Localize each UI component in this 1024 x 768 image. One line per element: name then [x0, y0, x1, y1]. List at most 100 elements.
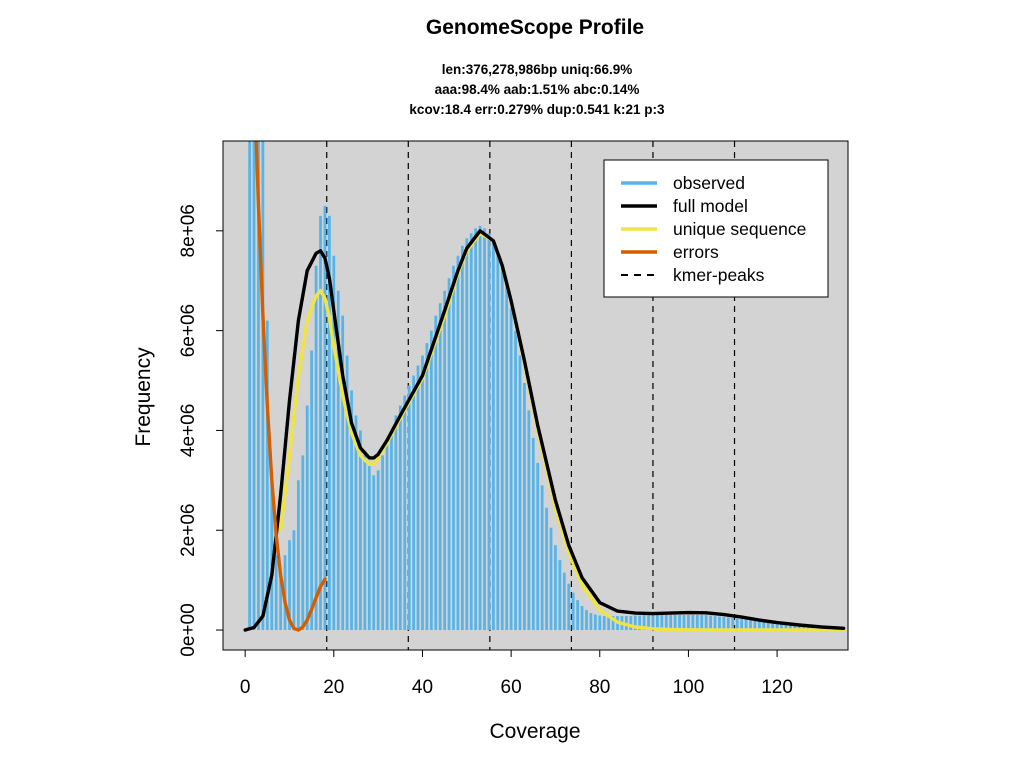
- observed-bar: [793, 625, 797, 631]
- observed-bar: [279, 575, 282, 631]
- model-lines: [243, 141, 846, 632]
- observed-bar: [642, 615, 646, 631]
- observed-bar: [443, 290, 447, 631]
- observed-bar: [514, 330, 517, 631]
- observed-bar: [611, 616, 615, 631]
- observed-bar: [545, 507, 548, 631]
- legend-label-kmer-peaks: kmer-peaks: [673, 265, 765, 285]
- observed-bar: [784, 624, 788, 631]
- observed-bar: [398, 405, 402, 631]
- observed-bar: [434, 315, 438, 631]
- observed-bar: [390, 435, 393, 631]
- observed-bar: [407, 385, 411, 631]
- observed-bar: [749, 620, 752, 631]
- y-tick-label: 8e+06: [178, 204, 199, 257]
- observed-bar: [718, 616, 721, 631]
- observed-bar: [518, 355, 522, 631]
- observed-bars: [248, 141, 845, 631]
- observed-bar: [682, 615, 686, 631]
- observed-bar: [367, 465, 371, 631]
- x-tick-label: 60: [501, 677, 522, 698]
- observed-bar: [540, 485, 544, 631]
- errors-line: [254, 141, 327, 632]
- observed-bar: [345, 355, 349, 631]
- observed-bar: [403, 395, 407, 631]
- legend: observed full model unique sequence errors k…: [603, 159, 829, 298]
- observed-bar: [607, 616, 611, 631]
- observed-bar: [567, 583, 571, 631]
- observed-bar: [421, 355, 424, 631]
- observed-bar: [429, 330, 433, 631]
- observed-bar: [589, 613, 593, 631]
- y-tick-label: 6e+06: [178, 304, 199, 357]
- observed-bar: [372, 475, 376, 631]
- observed-bar: [713, 616, 717, 631]
- observed-bar: [593, 614, 597, 631]
- observed-bar: [766, 622, 770, 631]
- observed-bar: [261, 141, 265, 631]
- y-tick-label: 0e+00: [178, 603, 199, 656]
- observed-bar: [691, 615, 695, 631]
- observed-bar: [265, 320, 269, 631]
- observed-bar: [638, 615, 642, 631]
- observed-bar: [469, 233, 473, 631]
- observed-bar: [310, 350, 314, 631]
- observed-bar: [301, 455, 305, 631]
- x-tick-label: 40: [412, 677, 433, 698]
- observed-bar: [664, 615, 668, 631]
- observed-bar: [651, 615, 655, 631]
- observed-bar: [416, 365, 420, 631]
- observed-bar: [288, 540, 291, 631]
- observed-bar: [687, 615, 690, 631]
- observed-bar: [341, 315, 345, 631]
- observed-bar: [562, 572, 566, 631]
- observed-bar: [332, 255, 336, 631]
- observed-bar: [483, 228, 486, 631]
- x-tick-label: 20: [323, 677, 344, 698]
- observed-bar: [354, 415, 358, 631]
- y-tick-label: 2e+06: [178, 504, 199, 557]
- observed-bar: [726, 617, 730, 631]
- observed-bar: [336, 290, 340, 631]
- observed-bar: [780, 623, 783, 631]
- observed-bar: [580, 606, 584, 631]
- observed-bar: [252, 141, 256, 631]
- observed-bar: [656, 615, 659, 631]
- observed-bar: [704, 615, 708, 631]
- observed-bar: [695, 615, 699, 631]
- observed-bar: [394, 415, 398, 631]
- observed-bar: [460, 245, 464, 631]
- observed-bar: [492, 240, 495, 631]
- observed-bar: [731, 618, 735, 631]
- observed-bar: [554, 545, 557, 631]
- observed-bar: [478, 225, 482, 631]
- x-axis: 0 20 40 60 80 100 120: [240, 649, 793, 698]
- observed-bar: [500, 268, 504, 631]
- legend-label-full-model: full model: [673, 196, 748, 216]
- observed-bar: [496, 253, 500, 631]
- observed-bar: [465, 238, 469, 631]
- observed-bar: [487, 233, 491, 631]
- observed-bar: [438, 303, 442, 631]
- observed-bar: [660, 615, 664, 631]
- observed-bar: [757, 621, 761, 631]
- observed-bar: [602, 616, 606, 631]
- observed-bar: [647, 615, 650, 631]
- observed-bar: [474, 228, 478, 631]
- x-tick-label: 120: [761, 677, 793, 698]
- observed-bar: [359, 430, 362, 631]
- observed-bar: [296, 480, 300, 631]
- full-model-line: [243, 229, 846, 632]
- observed-bar: [305, 405, 309, 631]
- observed-bar: [412, 375, 415, 631]
- observed-bar: [806, 625, 810, 631]
- observed-bar: [447, 278, 451, 631]
- x-axis-label: Coverage: [489, 720, 580, 743]
- observed-bar: [797, 625, 801, 631]
- observed-bar: [629, 616, 633, 631]
- x-tick-label: 0: [240, 677, 251, 698]
- observed-bar: [598, 615, 602, 631]
- observed-bar: [270, 475, 274, 631]
- observed-bar: [456, 255, 460, 631]
